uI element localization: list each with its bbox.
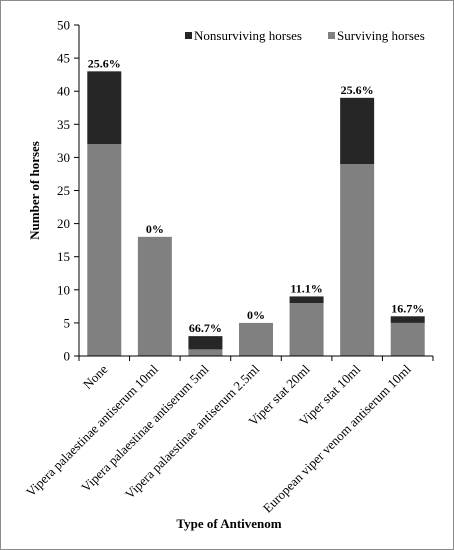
- bar-data-label: 0%: [146, 222, 164, 236]
- bars: [87, 71, 425, 356]
- y-axis-ticks: 0 5 10 15 20 25 30 35 40 45 50: [57, 18, 79, 364]
- y-tick-label: 25: [57, 183, 70, 198]
- y-tick-label: 50: [57, 18, 70, 33]
- bar-nonsurviving-horses: [340, 97, 375, 165]
- bar-surviving-horses: [340, 164, 375, 356]
- bar-surviving-horses: [137, 236, 172, 356]
- bar-data-label: 25.6%: [341, 83, 374, 97]
- legend-label: Surviving horses: [337, 28, 425, 43]
- y-tick-label: 30: [57, 150, 70, 165]
- bar-data-label: 11.1%: [290, 281, 322, 295]
- y-tick-label: 5: [64, 315, 71, 330]
- y-tick-label: 10: [57, 282, 70, 297]
- bar-nonsurviving-horses: [390, 316, 425, 323]
- y-tick-label: 15: [57, 249, 70, 264]
- x-axis-title: Type of Antivenom: [176, 516, 281, 531]
- bar-data-label: 25.6%: [88, 56, 121, 70]
- data-labels: 25.6% 0% 66.7% 0% 11.1% 25.6% 16.7%: [88, 56, 424, 335]
- legend-label: Nonsurviving horses: [194, 28, 302, 43]
- bar-nonsurviving-horses: [188, 336, 223, 350]
- bar-surviving-horses: [289, 303, 324, 356]
- bar-data-label: 16.7%: [391, 301, 424, 315]
- bar-surviving-horses: [390, 322, 425, 356]
- bar-surviving-horses: [239, 322, 273, 356]
- bar-surviving-horses: [87, 144, 122, 356]
- y-axis-title: Number of horses: [27, 141, 42, 240]
- y-tick-label: 20: [57, 216, 70, 231]
- y-tick-label: 0: [64, 349, 71, 364]
- y-tick-label: 40: [57, 84, 70, 99]
- legend-swatch: [328, 32, 335, 39]
- bar-nonsurviving-horses: [87, 71, 122, 145]
- bar-nonsurviving-horses: [289, 296, 324, 304]
- y-tick-label: 35: [57, 117, 70, 132]
- legend-swatch: [185, 32, 192, 39]
- y-tick-label: 45: [57, 51, 70, 66]
- bar-data-label: 66.7%: [189, 321, 222, 335]
- bar-surviving-horses: [188, 349, 223, 356]
- x-tick-label: None: [80, 361, 111, 392]
- legend: Nonsurviving horses Surviving horses: [185, 28, 425, 43]
- bar-data-label: 0%: [247, 308, 265, 322]
